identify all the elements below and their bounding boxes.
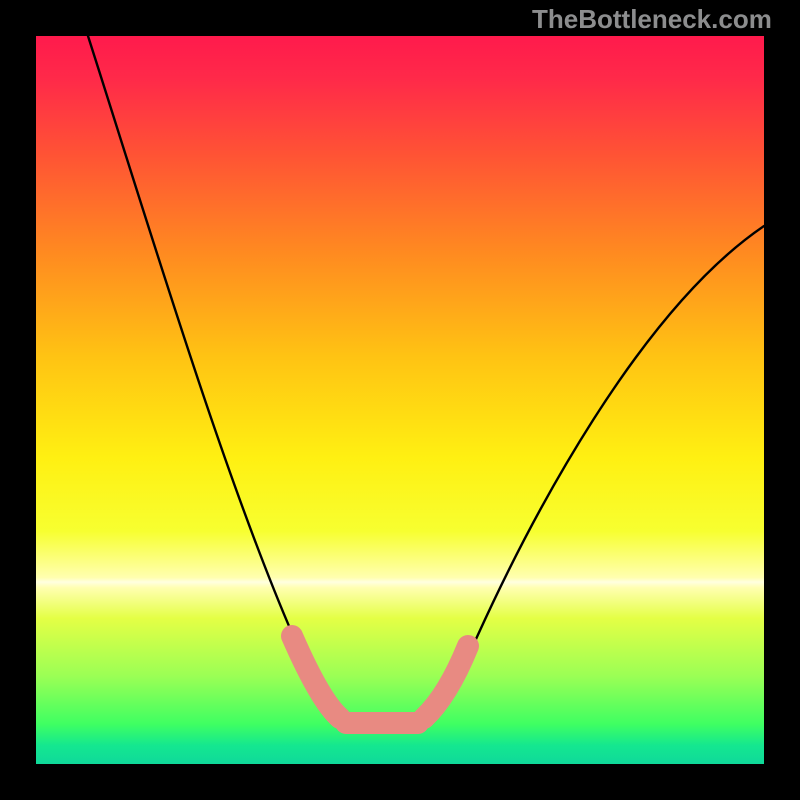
gradient-plot-area bbox=[36, 36, 764, 764]
bottleneck-figure: { "canvas": { "width": 800, "height": 80… bbox=[0, 0, 800, 800]
watermark-text: TheBottleneck.com bbox=[532, 4, 772, 35]
